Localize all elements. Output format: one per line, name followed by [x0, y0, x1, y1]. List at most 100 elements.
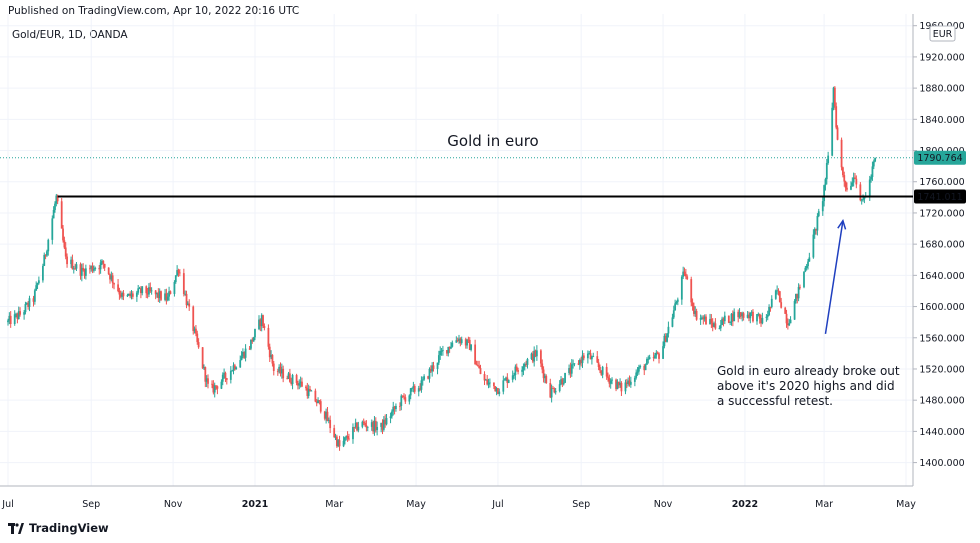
candle-body: [765, 316, 768, 318]
candle-body: [592, 356, 595, 357]
candle-body: [674, 303, 677, 311]
candle-body: [52, 209, 55, 219]
candle-body: [260, 315, 263, 327]
candle-body: [23, 312, 26, 315]
candle-body: [252, 337, 255, 342]
y-tick-label: 1480.000: [919, 396, 964, 407]
candle-body: [54, 203, 56, 210]
candle-body: [701, 317, 703, 319]
candle-body: [401, 395, 404, 397]
candle-body: [507, 379, 510, 383]
annotation-arrow[interactable]: [824, 219, 847, 334]
candle-body: [270, 354, 272, 358]
candle-body: [486, 379, 489, 385]
candle-body: [807, 261, 809, 267]
candle-body: [648, 357, 651, 359]
candle-body: [137, 288, 140, 293]
candle-body: [769, 306, 772, 308]
candle-body: [90, 266, 93, 269]
candle-body: [446, 350, 448, 354]
candle-body: [56, 195, 59, 202]
candle-body: [354, 422, 357, 428]
candle-body: [84, 268, 87, 276]
candle-body: [282, 368, 285, 379]
candle-body: [314, 390, 317, 402]
candle-body: [611, 379, 613, 381]
candle-body: [553, 388, 556, 393]
y-tick-label: 1600.000: [919, 302, 964, 313]
candle-body: [752, 311, 754, 322]
candle-body: [511, 375, 514, 380]
candle-body: [874, 157, 877, 162]
candle-body: [596, 356, 599, 363]
symbol-info: Gold/EUR, 1D, OANDA: [12, 29, 128, 41]
candle-body: [299, 381, 302, 384]
candle-body: [525, 363, 528, 365]
candle-body: [101, 260, 103, 263]
candle-body: [760, 318, 762, 324]
candle-body: [150, 290, 153, 292]
candle-body: [46, 251, 48, 256]
candle-body: [609, 380, 612, 384]
candle-body: [855, 178, 858, 185]
candle-body: [297, 382, 299, 386]
candle-body: [79, 264, 82, 276]
candle-body: [119, 294, 122, 297]
candle-body: [741, 313, 744, 317]
level-label: 1741.011: [917, 192, 962, 203]
candle-body: [370, 422, 373, 427]
candle-body: [530, 353, 533, 359]
candle-body: [374, 420, 377, 431]
candle-body: [588, 353, 591, 354]
candle-body: [102, 260, 105, 264]
candle-body: [589, 353, 592, 360]
candle-body: [280, 368, 283, 374]
candle-body: [680, 276, 683, 300]
candle-body: [738, 312, 741, 318]
candle-body: [325, 411, 328, 419]
candle-body: [815, 228, 817, 231]
candle-body: [686, 276, 689, 280]
y-tick-label: 1400.000: [919, 458, 964, 469]
candle-body: [271, 354, 274, 364]
candle-body: [450, 346, 452, 349]
candle-body: [554, 390, 557, 393]
candle-body: [392, 406, 395, 412]
candle-body: [19, 311, 21, 315]
candle-body: [440, 350, 443, 352]
y-tick-label: 1560.000: [919, 333, 964, 344]
candle-body: [833, 87, 836, 107]
candle-body: [545, 375, 548, 384]
candle-body: [709, 318, 711, 325]
candle-body: [746, 314, 749, 318]
candle-body: [459, 338, 462, 344]
candle-body: [852, 177, 855, 183]
candle-body: [66, 256, 68, 265]
candle-body: [682, 271, 685, 277]
candle-body: [615, 379, 617, 390]
candle-body: [804, 267, 807, 272]
y-tick-label: 1880.000: [919, 84, 964, 95]
candle-body: [654, 355, 656, 359]
currency-badge-box[interactable]: [929, 25, 956, 42]
candle-body: [288, 373, 291, 382]
candle-body: [558, 384, 561, 391]
candle-body: [695, 310, 698, 320]
candle-body: [211, 383, 213, 385]
brand[interactable]: TradingView: [8, 521, 109, 535]
candle-body: [766, 314, 769, 317]
candle-body: [24, 304, 27, 313]
candle-body: [601, 366, 604, 375]
candle-body: [690, 279, 693, 303]
candle-body: [186, 303, 189, 306]
candle-body: [118, 290, 121, 295]
x-tick-label: May: [406, 499, 426, 510]
candle-body: [437, 355, 440, 363]
candle-body: [165, 293, 168, 301]
candle-body: [251, 339, 254, 342]
candle-body: [718, 328, 721, 330]
candle-body: [169, 291, 172, 294]
candle-body: [146, 293, 149, 295]
candle-body: [731, 313, 734, 322]
